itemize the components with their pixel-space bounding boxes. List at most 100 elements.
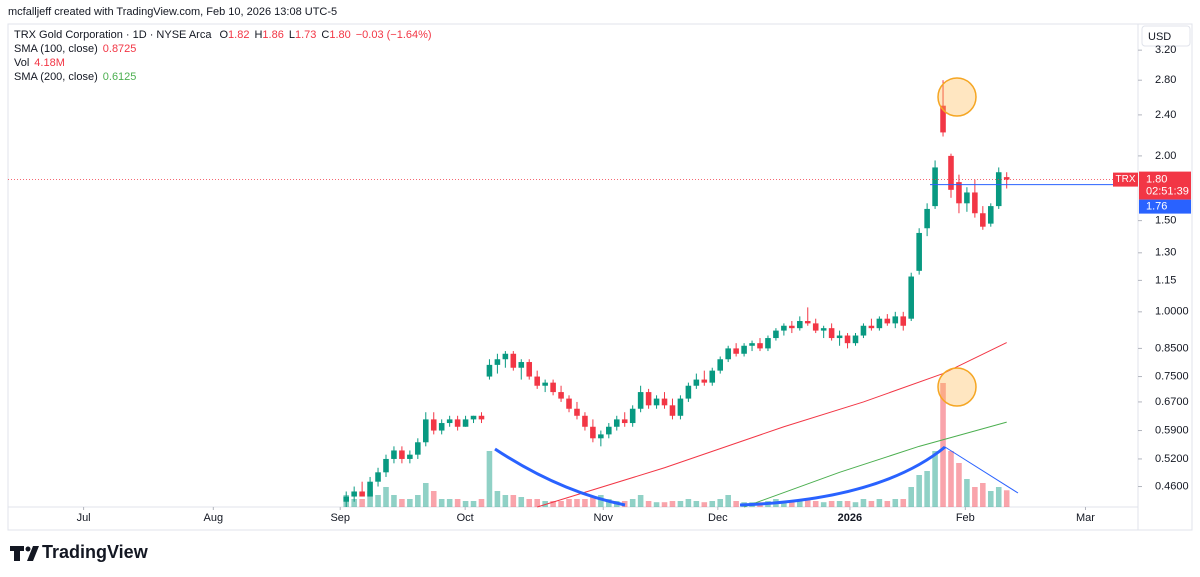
candle-body (804, 321, 811, 324)
x-tick-label: Mar (1076, 512, 1095, 524)
currency-box[interactable] (1141, 25, 1191, 47)
drawn-curve (739, 445, 946, 507)
price-tag-label: 1.80 (1146, 174, 1167, 186)
volume-bar (980, 483, 986, 507)
candle-body (558, 392, 564, 399)
candle-body (407, 454, 413, 459)
candle-body (574, 408, 580, 416)
legend-main: TRX Gold Corporation · 1D · NYSE Arca O1.… (14, 29, 432, 41)
line-price-label: 1.76 (1146, 201, 1167, 213)
volume-bar (375, 495, 381, 507)
x-tick-label: Feb (956, 512, 975, 524)
candle-body (812, 323, 819, 331)
y-tick-label: 2.80 (1155, 74, 1176, 86)
candle-body (701, 379, 708, 383)
candle-body (693, 379, 700, 386)
candle-body (781, 325, 787, 331)
x-tick-label: Dec (708, 512, 728, 524)
volume-bar (661, 502, 668, 507)
y-tick-label: 2.00 (1155, 150, 1176, 162)
candle-body (820, 328, 827, 331)
candle-body (534, 376, 540, 386)
volume-bar (598, 495, 604, 507)
y-tick-label: 1.30 (1155, 247, 1176, 259)
volume-bar (422, 483, 429, 507)
candle-body (526, 362, 533, 377)
candle-body (717, 359, 724, 371)
x-tick-label: Sep (330, 512, 350, 524)
candle-body (645, 392, 652, 406)
candle-body (669, 405, 676, 416)
y-tick-label: 0.7500 (1155, 370, 1189, 382)
volume-bar (446, 499, 453, 507)
volume-bar (637, 495, 644, 507)
ohlc-key: L (289, 29, 295, 41)
symbol-tag (1113, 172, 1138, 187)
candle-body (375, 472, 381, 482)
volume-bar (478, 499, 485, 507)
volume-bar (645, 501, 652, 507)
volume-bar (502, 495, 509, 507)
candle-body (709, 370, 716, 383)
legend-value: 0.6125 (103, 71, 137, 83)
candle-body (789, 325, 795, 329)
candle-body (399, 450, 405, 459)
brand-name: TradingView (42, 542, 149, 562)
volume-bar (987, 491, 994, 507)
candle-body (478, 415, 485, 420)
candle-body (613, 419, 620, 427)
volume-bar (462, 501, 469, 507)
candle-body (733, 348, 739, 354)
volume-bar (693, 501, 700, 507)
volume-bar (534, 499, 540, 507)
candle-body (502, 353, 509, 360)
candle-body (661, 398, 668, 406)
legend-row: SMA (100, close) 0.8725 (14, 43, 136, 55)
moving-average (743, 421, 1007, 508)
volume-bar (494, 491, 501, 507)
candle-body (916, 232, 922, 271)
candle-body (940, 105, 946, 133)
candle-body (828, 328, 835, 339)
x-tick-label: Aug (204, 512, 224, 524)
volume-bar (510, 495, 517, 507)
volume-bar (669, 501, 676, 507)
volume-bar (725, 495, 731, 507)
currency[interactable]: USD (1148, 31, 1171, 43)
volume-bar (900, 499, 907, 507)
volume-bar (367, 491, 373, 507)
x-tick-label: 2026 (838, 512, 862, 524)
volume-bar (828, 501, 835, 507)
volume-bar (685, 499, 692, 507)
volume-bar (972, 487, 978, 507)
volume-bar (383, 487, 389, 507)
candle-body (836, 335, 843, 339)
chart-frame (7, 23, 1193, 531)
volume-bar (606, 499, 612, 507)
volume-bar (351, 499, 357, 507)
legend-row: SMA (200, close) 0.6125 (14, 71, 136, 83)
volume-bar (653, 502, 660, 507)
line-price-tag (1139, 199, 1191, 214)
y-tick-label: 1.15 (1155, 274, 1176, 286)
countdown-label: 02:51:39 (1146, 186, 1189, 198)
volume-bar (574, 499, 580, 507)
candle-body (773, 330, 779, 339)
symbol-tag-label: TRX (1116, 174, 1136, 185)
candle-body (582, 415, 588, 427)
volume-bar (852, 502, 859, 507)
candle-body (908, 276, 914, 319)
volume-bar (399, 499, 405, 507)
volume-bar (558, 501, 564, 507)
drawn-curve (494, 447, 626, 507)
volume-bar (884, 501, 891, 507)
legend-name: SMA (200, close) (14, 71, 98, 83)
candle-body (542, 382, 548, 386)
candle-body (351, 491, 357, 497)
candle-body (972, 192, 978, 214)
brand-icon-dot (25, 546, 31, 552)
credit: mcfalljeff created with TradingView.com,… (8, 6, 337, 18)
volume-bar (454, 499, 461, 507)
volume-bar (892, 499, 899, 507)
volume-bar (956, 463, 962, 507)
